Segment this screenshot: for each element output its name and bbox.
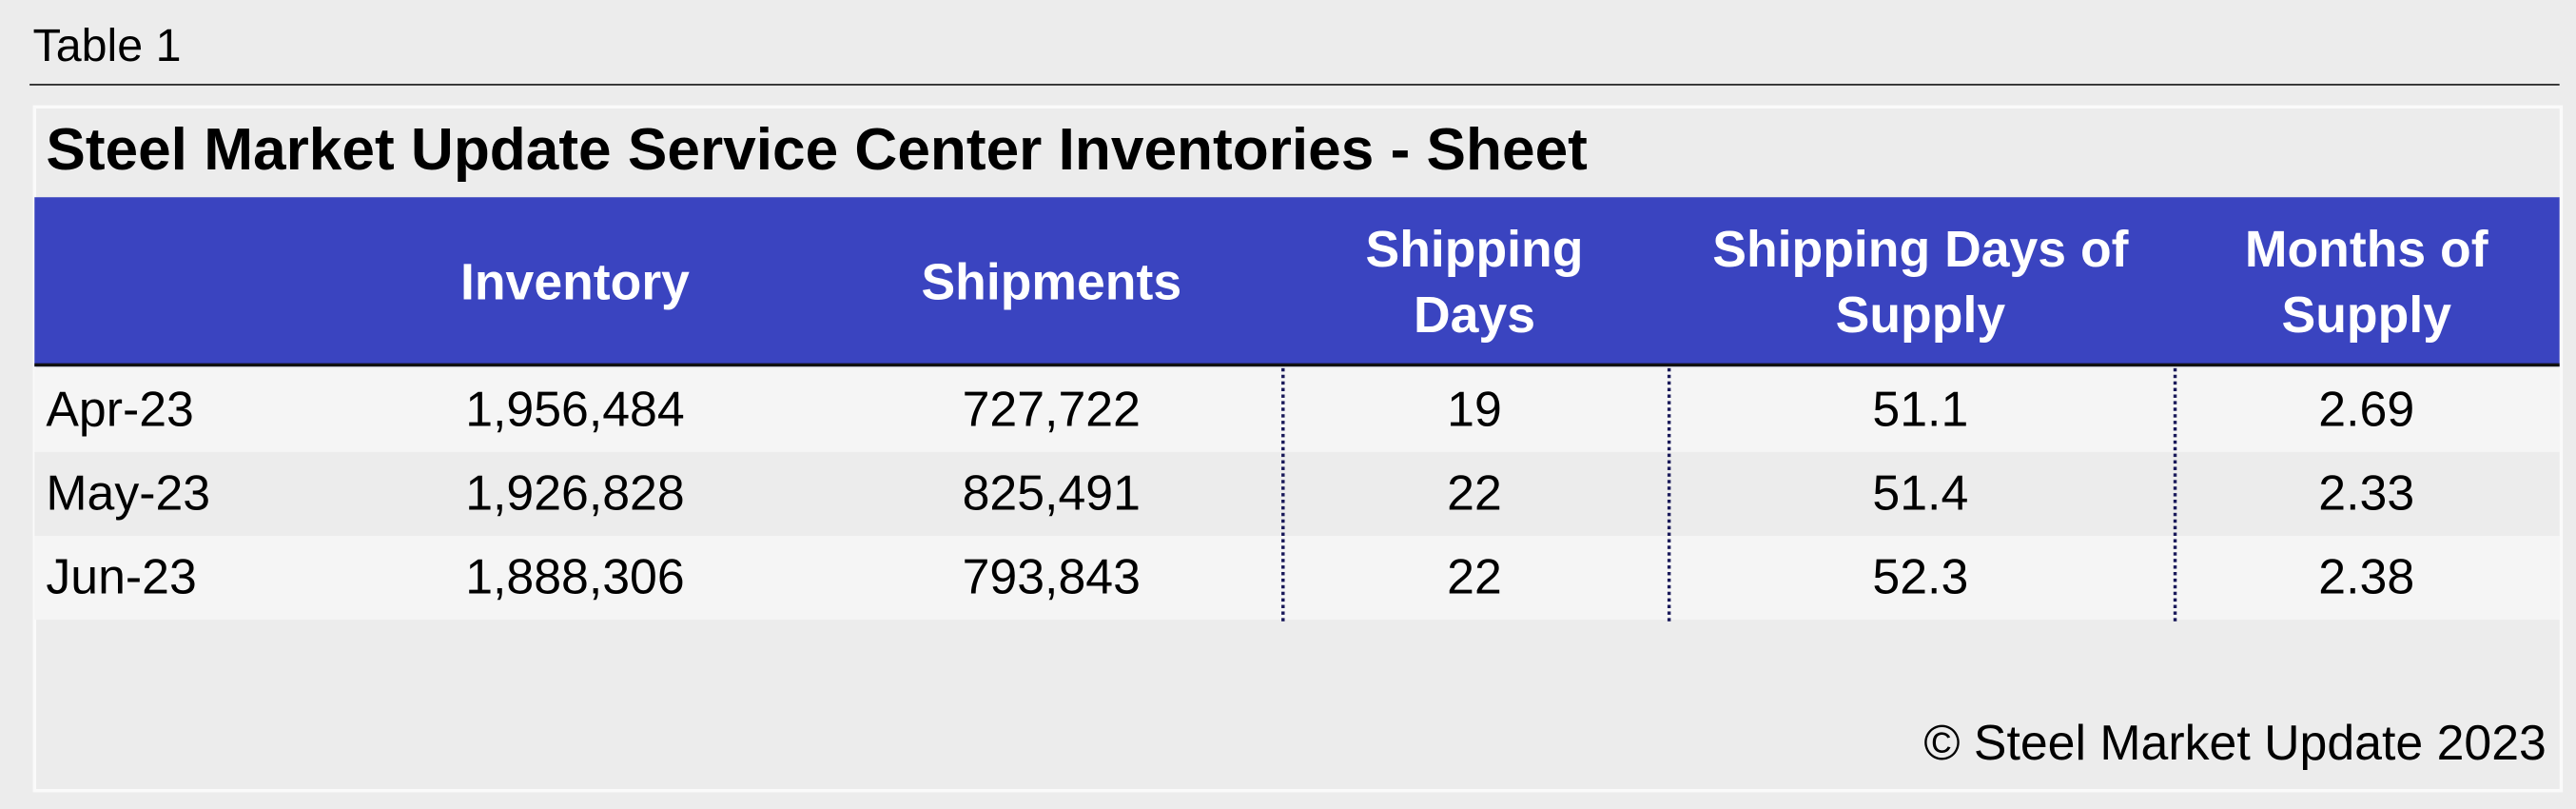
table-row — [34, 451, 2560, 537]
row-label: May-23 — [46, 466, 211, 522]
table-cell: 22 — [1447, 550, 1502, 605]
table-cell: 1,888,306 — [465, 550, 685, 605]
column-header: Shipping Days of Supply — [1712, 219, 2129, 344]
column-header: Months of Supply — [2244, 219, 2488, 344]
table-cell: 1,926,828 — [465, 466, 685, 522]
row-label: Apr-23 — [46, 383, 194, 438]
table-row — [34, 536, 2560, 621]
header-band — [34, 197, 2560, 367]
table-label: Table 1 — [32, 19, 182, 71]
column-header: Shipments — [921, 252, 1182, 310]
table-cell: 825,491 — [962, 466, 1141, 522]
table-cell: 2.38 — [2318, 550, 2415, 605]
table-row — [34, 367, 2560, 452]
table-cell: 727,722 — [962, 383, 1141, 438]
table-cell: 51.4 — [1872, 466, 1969, 522]
column-separator — [1281, 367, 1285, 622]
column-header: Shipping Days — [1365, 219, 1584, 344]
table-cell: 51.1 — [1872, 383, 1969, 438]
table-cell: 2.33 — [2318, 466, 2415, 522]
footer: © Steel Market Update 2023 — [1923, 716, 2547, 771]
table-title: Steel Market Update Service Center Inven… — [46, 114, 1588, 183]
table-cell: 1,956,484 — [465, 383, 685, 438]
row-label: Jun-23 — [46, 550, 197, 605]
table-cell: 22 — [1447, 466, 1502, 522]
column-separator — [1667, 367, 1671, 622]
column-header: Inventory — [459, 252, 690, 310]
table-cell: 19 — [1447, 383, 1502, 438]
table-cell: 52.3 — [1872, 550, 1969, 605]
rule — [29, 84, 2560, 86]
table-cell: 793,843 — [962, 550, 1141, 605]
table-cell: 2.69 — [2318, 383, 2415, 438]
column-separator — [2173, 367, 2177, 622]
